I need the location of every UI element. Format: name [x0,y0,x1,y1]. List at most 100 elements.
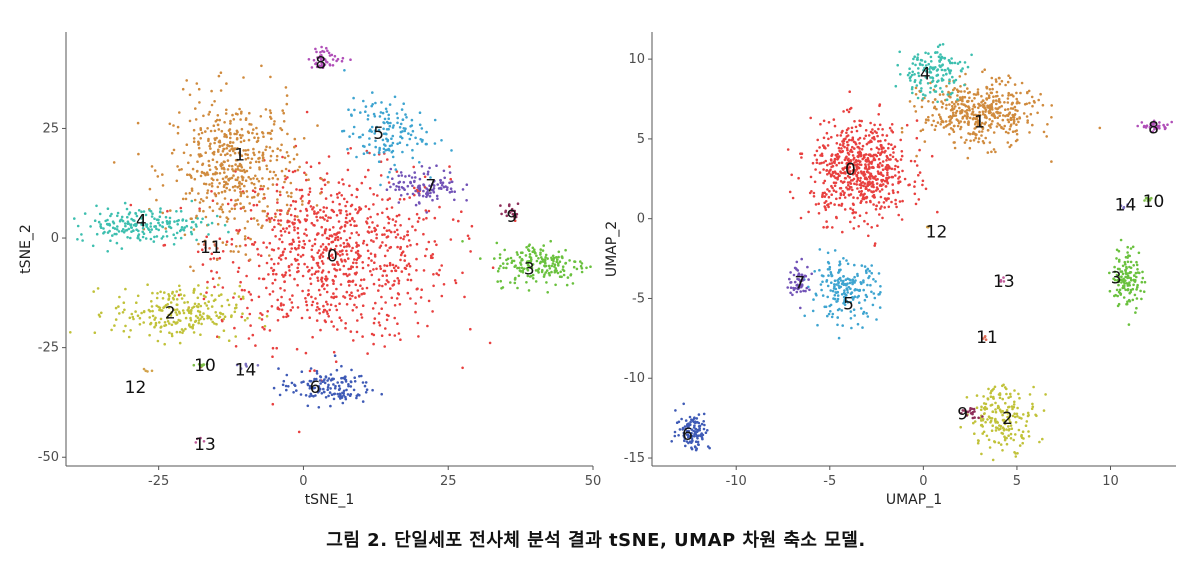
tsne-point [309,165,313,168]
umap-point [813,153,817,157]
tsne-point [216,247,219,250]
tsne-point [351,132,355,136]
umap-point [829,271,833,274]
tsne-point [234,112,238,115]
tsne-point [326,379,329,382]
tsne-point [157,228,160,232]
umap-cluster-label: 13 [993,272,1015,292]
tsne-point [353,224,356,228]
tsne-point [189,174,193,178]
umap-point [1023,103,1027,106]
tsne-point [202,363,205,366]
tsne-point [148,316,151,319]
tsne-point [308,387,312,390]
tsne-point [364,381,368,384]
umap-point [1133,293,1137,297]
tsne-cluster-8 [307,45,352,69]
tsne-point [145,225,148,228]
tsne-point [367,168,370,172]
tsne-point [109,239,112,242]
tsne-point [263,327,266,331]
tsne-point [397,266,400,270]
tsne-point [267,217,271,220]
umap-point [838,149,841,153]
umap-point [1029,112,1033,116]
tsne-point [187,311,191,315]
tsne-point [134,224,138,228]
umap-point [847,193,851,197]
umap-point [875,204,878,208]
tsne-point [98,212,102,216]
tsne-point [159,207,162,210]
umap-point [871,181,874,185]
tsne-point [451,218,455,221]
tsne-point [407,273,411,276]
tsne-point [262,241,265,244]
tsne-point [213,285,216,289]
umap-point [1004,419,1007,423]
tsne-point [176,131,180,135]
tsne-point [118,312,121,315]
umap-point [845,293,848,297]
umap-point [936,210,939,214]
tsne-point [347,108,350,111]
tsne-point [388,170,391,174]
umap-point [886,197,889,200]
umap-point [833,203,836,206]
tsne-point [372,342,375,346]
tsne-point [161,173,164,176]
tsne-point [393,334,397,337]
tsne-point [542,275,546,278]
tsne-point [288,207,291,211]
tsne-point [218,256,222,260]
tsne-point [233,132,236,136]
umap-point [835,215,838,219]
umap-cluster-label: 4 [920,64,931,84]
tsne-point [353,376,357,380]
umap-point [869,200,872,204]
umap-point [1016,415,1019,418]
umap-point [836,152,839,156]
umap-point [864,159,868,163]
umap-point [975,406,979,410]
umap-point [988,446,992,449]
umap-point [788,277,791,281]
umap-point [851,282,854,286]
umap-point [865,271,868,275]
umap-point [818,146,821,149]
tsne-point [219,312,223,315]
tsne-point [349,147,353,150]
tsne-point [125,228,129,232]
tsne-point [202,209,205,213]
tsne-point [346,393,350,396]
umap-point [1126,245,1129,249]
umap-point [1009,93,1013,97]
tsne-point [414,228,417,232]
umap-point [961,97,964,101]
tsne-point [395,228,399,232]
umap-point [849,193,853,196]
umap-point [1013,105,1017,109]
umap-point [896,165,900,169]
tsne-point [233,207,237,211]
tsne-point [329,216,332,220]
tsne-point [300,370,304,374]
umap-point [991,87,994,91]
umap-point [974,121,978,124]
tsne-point [390,206,394,209]
umap-point [793,266,797,270]
umap-point [1008,145,1011,149]
umap-point [1031,405,1035,409]
tsne-point [344,397,348,401]
umap-points [670,43,1173,462]
tsne-point [176,303,179,307]
umap-point [918,171,922,174]
umap-point [850,126,854,130]
tsne-point [267,273,270,276]
umap-point [934,124,938,128]
umap-point [914,86,918,90]
tsne-point [429,191,432,195]
umap-point [894,174,897,177]
tsne-point [410,176,414,179]
tsne-point [395,112,399,115]
